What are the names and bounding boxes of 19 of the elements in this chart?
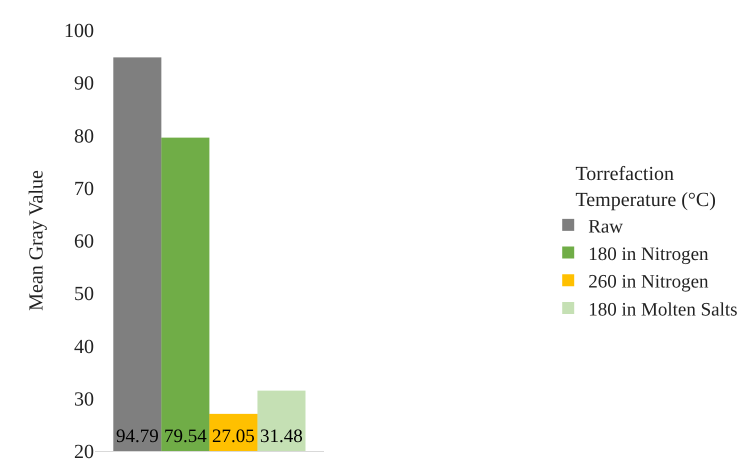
y-axis-title: Mean Gray Value <box>26 170 48 311</box>
data-label: 94.79 <box>116 426 159 447</box>
y-tick-label: 100 <box>64 20 94 42</box>
y-tick-label: 20 <box>74 441 94 463</box>
y-tick-label: 30 <box>74 388 94 410</box>
data-label: 79.54 <box>164 426 208 447</box>
data-label: 27.05 <box>212 426 255 447</box>
legend-label: 180 in Molten Salts <box>588 299 738 320</box>
legend-label: 180 in Nitrogen <box>588 244 710 265</box>
y-tick-label: 60 <box>74 230 94 252</box>
legend-title: Torrefaction Temperature (°C) <box>575 163 716 211</box>
data-label: 31.48 <box>260 426 303 447</box>
y-tick-label: 40 <box>74 336 94 358</box>
y-tick-label: 70 <box>74 178 94 200</box>
legend-label: Raw <box>588 216 624 238</box>
legend-label: 260 in Nitrogen <box>588 272 710 293</box>
y-tick-label: 50 <box>74 283 94 306</box>
y-tick-label: 90 <box>74 72 94 95</box>
y-tick-label: 80 <box>74 125 94 148</box>
